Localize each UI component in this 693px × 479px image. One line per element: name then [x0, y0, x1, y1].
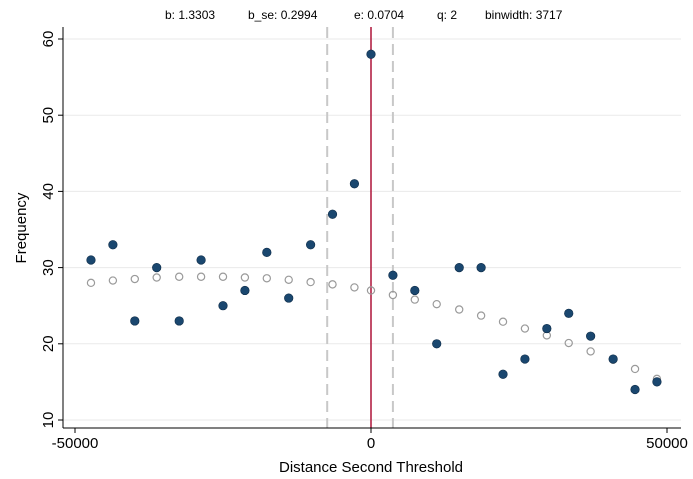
fitted-point [630, 364, 640, 374]
fitted-point [564, 338, 573, 348]
fitted-point [108, 276, 118, 285]
header-stats: b: 1.3303 b_se: 0.2994 e: 0.0704 q: 2 bi… [165, 8, 563, 22]
y-tick-label: 10 [40, 412, 57, 429]
fitted-point [432, 299, 441, 309]
y-tick-label: 30 [40, 259, 57, 276]
fitted-point [366, 286, 376, 295]
fitted-point [284, 275, 293, 284]
fitted-point [306, 277, 315, 287]
fitted-point [476, 311, 486, 320]
fitted-point [262, 274, 272, 283]
observed-point [306, 240, 316, 250]
observed-point [349, 179, 360, 189]
observed-point [564, 308, 574, 318]
observed-point [196, 255, 206, 265]
y-tick-label: 60 [40, 31, 57, 48]
observed-point [284, 293, 294, 303]
fitted-point [586, 347, 595, 356]
y-tick-label: 20 [40, 335, 57, 352]
header-b: b: 1.3303 [165, 8, 215, 22]
observed-point [327, 209, 338, 219]
fitted-point [328, 280, 337, 289]
observed-point [366, 49, 376, 59]
observed-point [498, 369, 508, 379]
x-tick-label: 50000 [646, 435, 688, 452]
observed-point [586, 331, 596, 341]
y-axis-title: Frequency [13, 192, 30, 263]
fitted-point [174, 272, 184, 281]
fitted-point [196, 272, 206, 281]
fitted-point [218, 272, 228, 281]
observed-point [152, 263, 162, 273]
reference-lines [326, 27, 394, 428]
fitted-point [152, 273, 161, 282]
header-b-se: b_se: 0.2994 [248, 8, 318, 22]
observed-point [608, 354, 618, 364]
fitted-point [350, 283, 359, 292]
y-tick-label: 50 [40, 107, 57, 124]
header-q: q: 2 [437, 8, 457, 22]
observed-point [630, 384, 640, 395]
fitted-point [498, 317, 508, 326]
header-e: e: 0.0704 [354, 8, 404, 22]
y-tick-label: 40 [40, 183, 57, 200]
fitted-point [86, 278, 96, 288]
observed-point [388, 270, 398, 280]
observed-point [218, 301, 228, 311]
observed-point [542, 323, 552, 334]
observed-point [108, 240, 118, 250]
header-binwidth: binwidth: 3717 [485, 8, 563, 22]
fitted-point [520, 324, 530, 333]
observed-point [130, 316, 140, 326]
observed-point [262, 247, 272, 257]
observed-point [454, 263, 464, 273]
fitted-point [455, 305, 464, 314]
x-tick-label: -50000 [52, 435, 99, 452]
observed-point [652, 377, 662, 387]
x-tick-label: 0 [367, 435, 375, 452]
observed-point [476, 263, 486, 273]
observed-point [410, 285, 420, 296]
observed-point [86, 255, 96, 265]
fitted-point [130, 274, 139, 284]
axes: 10 20 30 40 50 60 -50000 0 50000 [40, 27, 688, 452]
x-axis-title: Distance Second Threshold [279, 459, 463, 476]
observed-point [240, 285, 250, 296]
fitted-point [388, 290, 398, 300]
observed-series [86, 49, 662, 395]
observed-point [432, 339, 442, 349]
observed-point [174, 316, 184, 326]
observed-point [520, 354, 530, 364]
fitted-point [240, 273, 250, 282]
fitted-point [410, 295, 420, 304]
grid-lines [63, 38, 681, 421]
